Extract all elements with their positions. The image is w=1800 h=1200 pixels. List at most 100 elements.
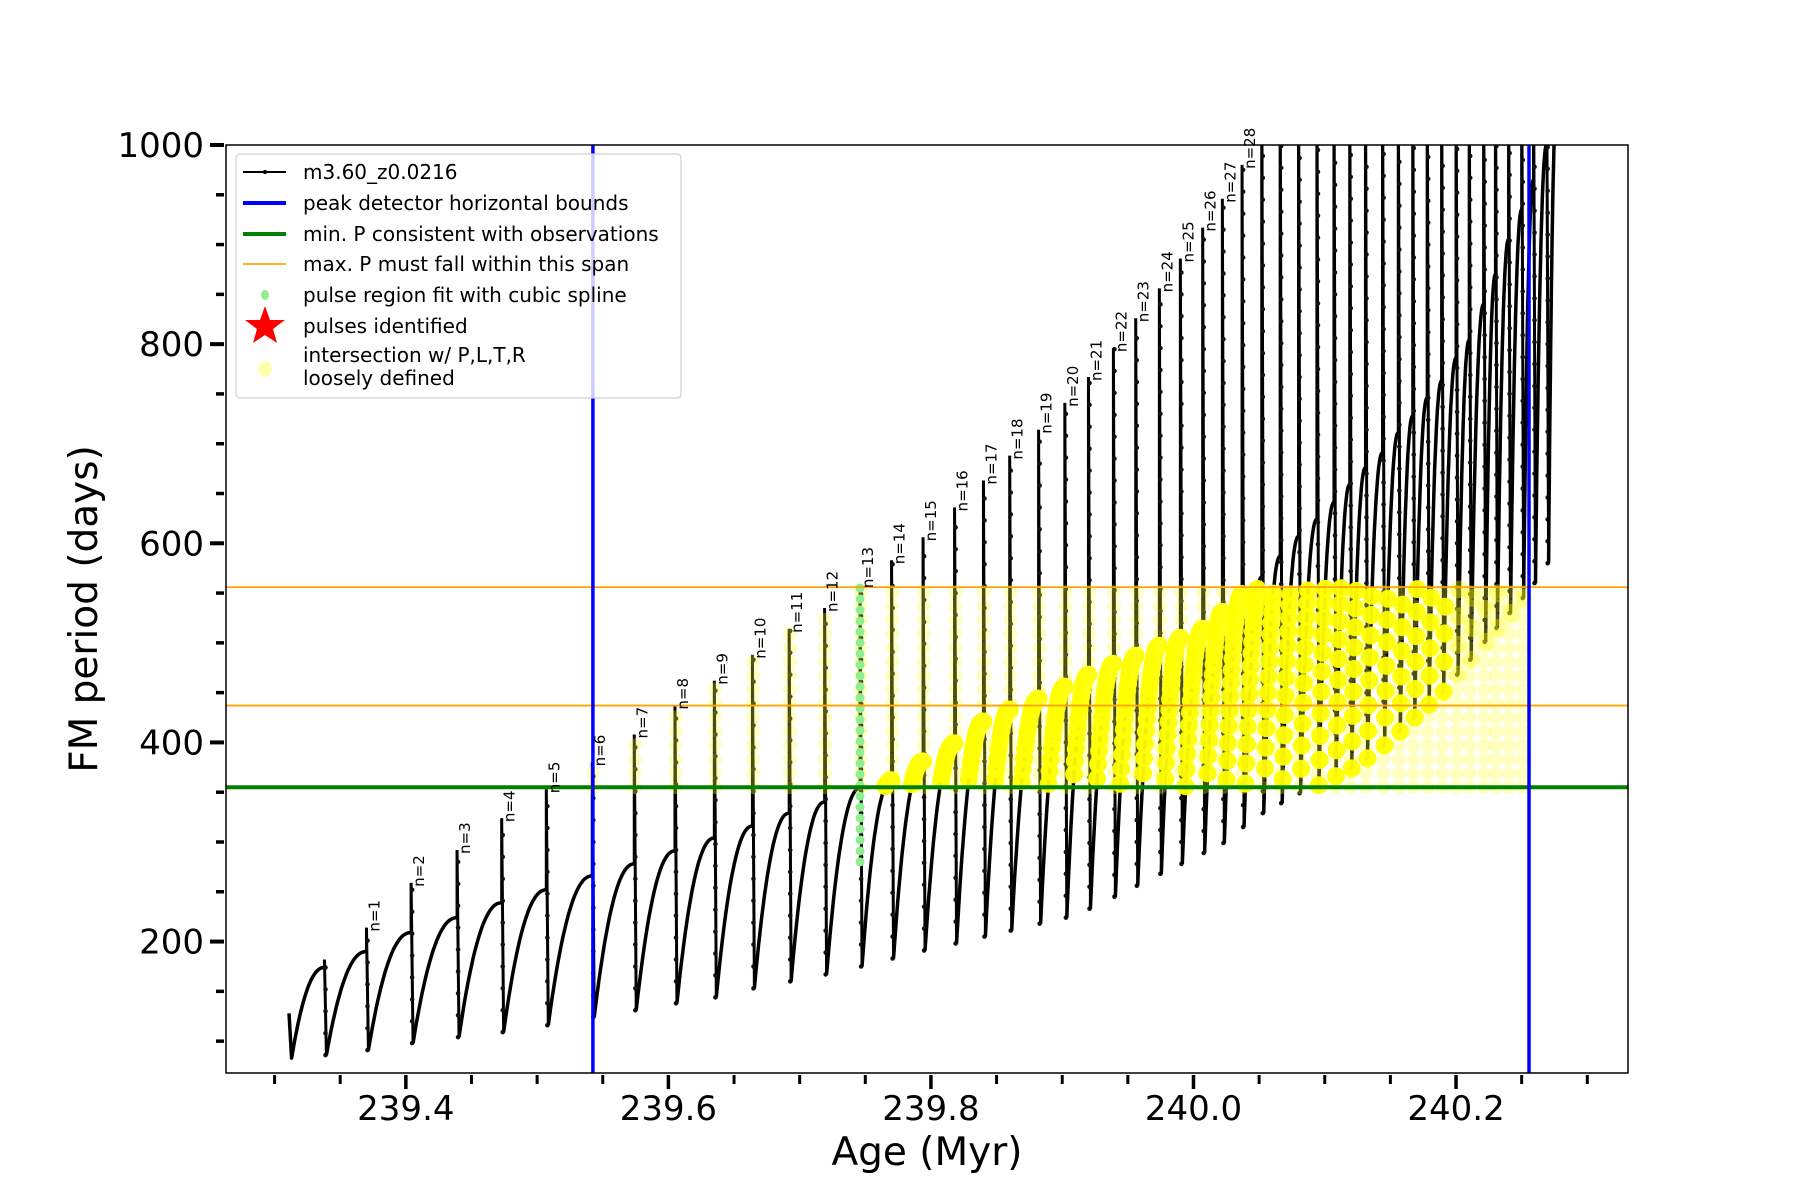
intersection-marker	[782, 668, 797, 683]
curve-point	[1315, 257, 1321, 262]
curve-point	[751, 854, 756, 860]
curve-point	[1179, 511, 1184, 516]
curve-point	[1221, 402, 1226, 408]
curve-point	[1494, 450, 1499, 455]
curve-point	[1158, 455, 1163, 460]
intersection-marker	[1462, 696, 1477, 711]
intersection-marker	[746, 738, 761, 753]
intersection-marker	[1058, 668, 1073, 683]
curve-point	[1221, 380, 1226, 386]
intersection-marker	[1129, 612, 1144, 627]
curve-point	[1037, 592, 1042, 598]
intersection-marker	[1406, 724, 1421, 739]
intersection-marker	[1435, 668, 1450, 683]
curve-point	[1037, 724, 1042, 729]
curve-point	[890, 846, 895, 852]
intersection-marker	[977, 752, 992, 767]
intersection-marker	[1391, 766, 1406, 781]
curve-point	[1425, 570, 1431, 576]
curve-point	[1063, 740, 1069, 745]
curve-point	[1158, 608, 1163, 614]
curve-segment	[675, 836, 715, 1004]
intersection-marker	[1174, 612, 1189, 627]
curve-point	[1087, 446, 1092, 451]
curve-point	[1364, 164, 1369, 170]
curve-point	[1520, 376, 1526, 382]
curve-point	[1179, 620, 1184, 626]
intersection-marker	[1278, 636, 1297, 655]
curve-point	[545, 935, 550, 940]
curve-point	[787, 847, 793, 853]
curve-point	[1440, 557, 1445, 563]
curve-point	[1440, 382, 1445, 388]
curve-point	[1348, 349, 1354, 355]
intersection-marker	[1174, 626, 1189, 641]
curve-point	[1332, 292, 1338, 297]
intersection-marker	[1422, 588, 1441, 607]
intersection-marker	[916, 612, 931, 627]
curve-point	[1260, 197, 1266, 203]
curve-point	[1494, 297, 1499, 302]
intersection-marker	[1328, 693, 1347, 712]
curve-point	[787, 716, 793, 721]
intersection-marker	[1236, 774, 1255, 793]
curve-point	[1411, 277, 1417, 282]
intersection-marker	[1293, 714, 1312, 733]
curve-point	[1087, 402, 1092, 408]
intersection-marker	[1375, 736, 1394, 755]
intersection-marker	[1326, 767, 1345, 786]
curve-point	[1397, 181, 1402, 187]
curve-point	[1179, 401, 1184, 407]
curve-point	[1520, 223, 1526, 228]
curve-point	[858, 898, 864, 904]
intersection-marker	[1477, 612, 1492, 627]
curve-point	[1134, 642, 1140, 648]
intersection-marker	[1329, 650, 1348, 669]
intersection-marker	[1502, 612, 1517, 627]
intersection-marker	[1193, 619, 1212, 638]
curve-point	[890, 671, 895, 677]
intersection-marker	[948, 668, 963, 683]
intersection-marker	[1462, 650, 1481, 669]
intersection-marker	[1082, 696, 1097, 711]
intersection-marker	[1153, 612, 1168, 627]
pulse-spike	[1260, 145, 1266, 814]
intersection-marker	[1180, 716, 1199, 735]
legend-label: pulses identified	[303, 314, 468, 338]
curve-point	[1278, 340, 1284, 346]
intersection-marker	[1477, 654, 1492, 669]
curve-point	[1494, 165, 1499, 171]
curve-point	[1260, 350, 1266, 356]
curve-point	[1037, 811, 1042, 817]
curve-point	[1158, 411, 1163, 417]
intersection-marker	[1435, 585, 1450, 600]
curve-point	[1532, 186, 1537, 192]
curve-point	[713, 907, 718, 913]
intersection-marker	[1292, 759, 1311, 778]
intersection-marker	[1237, 754, 1256, 773]
curve-point	[1087, 599, 1092, 605]
intersection-marker	[1477, 724, 1492, 739]
intersection-marker	[1003, 626, 1018, 641]
curve-point	[1278, 275, 1284, 280]
intersection-marker	[1407, 627, 1426, 646]
curve-point	[787, 738, 793, 743]
curve-point	[1425, 220, 1431, 225]
intersection-marker	[948, 696, 963, 711]
intersection-marker	[1515, 585, 1530, 600]
curve-point	[1221, 293, 1226, 298]
curve-point	[500, 964, 506, 969]
pulse-label: n=28	[1241, 128, 1259, 169]
intersection-marker	[948, 738, 963, 753]
curve-point	[1087, 818, 1092, 824]
curve-point	[1134, 445, 1140, 450]
curve-point	[713, 710, 718, 715]
intersection-marker	[1107, 626, 1122, 641]
curve-point	[751, 657, 756, 663]
pulse-label: n=9	[713, 653, 731, 685]
curve-point	[1425, 329, 1431, 335]
intersection-marker	[782, 626, 797, 641]
curve-point	[545, 979, 550, 984]
curve-point	[1411, 539, 1417, 545]
curve-point	[1260, 328, 1266, 334]
